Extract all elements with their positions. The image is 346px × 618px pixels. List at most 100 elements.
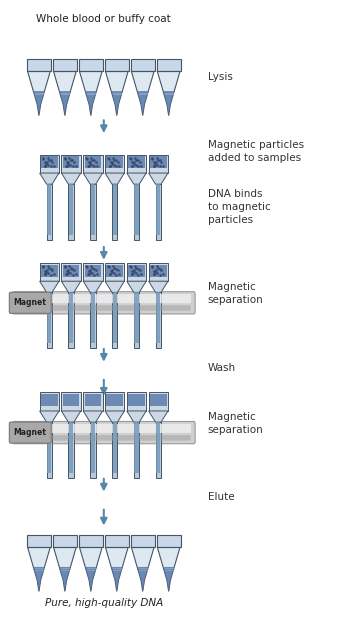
Bar: [113, 422, 117, 473]
Bar: [113, 292, 117, 344]
Bar: [156, 184, 161, 235]
Bar: [46, 184, 52, 240]
Polygon shape: [33, 567, 45, 591]
Polygon shape: [127, 173, 146, 184]
Bar: [105, 59, 129, 71]
Text: Magnetic
separation: Magnetic separation: [208, 282, 263, 305]
Bar: [105, 263, 125, 281]
Polygon shape: [157, 71, 180, 116]
Bar: [79, 535, 103, 547]
Bar: [113, 184, 117, 235]
Bar: [46, 422, 52, 478]
Bar: [131, 59, 155, 71]
Polygon shape: [105, 71, 128, 116]
Polygon shape: [111, 91, 122, 116]
Bar: [127, 263, 146, 281]
Polygon shape: [83, 411, 102, 422]
Bar: [134, 292, 138, 344]
Polygon shape: [105, 547, 128, 591]
Bar: [27, 535, 51, 547]
Polygon shape: [79, 547, 102, 591]
Bar: [53, 59, 77, 71]
Bar: [90, 422, 95, 478]
Text: DNA binds
to magnetic
particles: DNA binds to magnetic particles: [208, 189, 270, 225]
Polygon shape: [85, 567, 97, 591]
Bar: [105, 535, 129, 547]
Bar: [39, 392, 59, 411]
Bar: [134, 184, 139, 240]
Polygon shape: [105, 411, 125, 422]
Polygon shape: [105, 173, 125, 184]
Bar: [27, 59, 51, 71]
Bar: [39, 263, 59, 281]
FancyBboxPatch shape: [9, 422, 51, 443]
Bar: [69, 422, 73, 473]
Bar: [157, 535, 181, 547]
Polygon shape: [83, 173, 102, 184]
Polygon shape: [149, 411, 168, 422]
Polygon shape: [137, 567, 148, 591]
Bar: [83, 392, 102, 411]
Bar: [69, 184, 73, 235]
Polygon shape: [27, 71, 51, 116]
Bar: [127, 154, 146, 173]
Bar: [41, 156, 57, 168]
Bar: [149, 154, 168, 173]
Bar: [134, 422, 139, 478]
Bar: [63, 265, 79, 277]
Bar: [83, 263, 102, 281]
Polygon shape: [131, 547, 154, 591]
Bar: [62, 392, 81, 411]
Polygon shape: [163, 567, 174, 591]
Text: Lysis: Lysis: [208, 72, 233, 82]
Bar: [131, 535, 155, 547]
FancyBboxPatch shape: [17, 305, 191, 311]
Bar: [112, 422, 117, 478]
Bar: [134, 422, 138, 473]
FancyBboxPatch shape: [17, 424, 191, 433]
Polygon shape: [157, 547, 180, 591]
Bar: [91, 422, 95, 473]
Bar: [47, 422, 51, 473]
Bar: [149, 263, 168, 281]
Bar: [127, 392, 146, 411]
Text: Magnetic particles
added to samples: Magnetic particles added to samples: [208, 140, 304, 163]
Bar: [91, 184, 95, 235]
Bar: [149, 392, 168, 411]
Polygon shape: [131, 71, 154, 116]
Bar: [128, 265, 145, 277]
Polygon shape: [59, 91, 71, 116]
Bar: [112, 184, 117, 240]
Bar: [68, 422, 74, 478]
FancyBboxPatch shape: [17, 294, 191, 303]
Bar: [134, 292, 139, 348]
Bar: [157, 59, 181, 71]
Polygon shape: [149, 173, 168, 184]
Bar: [107, 394, 123, 407]
Text: Magnet: Magnet: [13, 298, 47, 307]
Text: Pure, high-quality DNA: Pure, high-quality DNA: [45, 598, 163, 607]
Bar: [69, 292, 73, 344]
FancyBboxPatch shape: [9, 292, 51, 313]
Bar: [90, 184, 95, 240]
Bar: [41, 394, 57, 407]
Bar: [85, 394, 101, 407]
Bar: [156, 292, 161, 348]
Polygon shape: [53, 71, 76, 116]
Polygon shape: [39, 281, 59, 292]
Bar: [62, 263, 81, 281]
Bar: [39, 154, 59, 173]
Bar: [107, 265, 123, 277]
Bar: [79, 59, 103, 71]
Polygon shape: [137, 91, 148, 116]
Bar: [63, 156, 79, 168]
Bar: [47, 292, 51, 344]
Text: Wash: Wash: [208, 363, 236, 373]
Bar: [107, 156, 123, 168]
Polygon shape: [79, 71, 102, 116]
FancyBboxPatch shape: [12, 421, 195, 444]
Bar: [134, 184, 138, 235]
FancyBboxPatch shape: [17, 435, 191, 441]
Polygon shape: [53, 547, 76, 591]
Bar: [150, 265, 166, 277]
